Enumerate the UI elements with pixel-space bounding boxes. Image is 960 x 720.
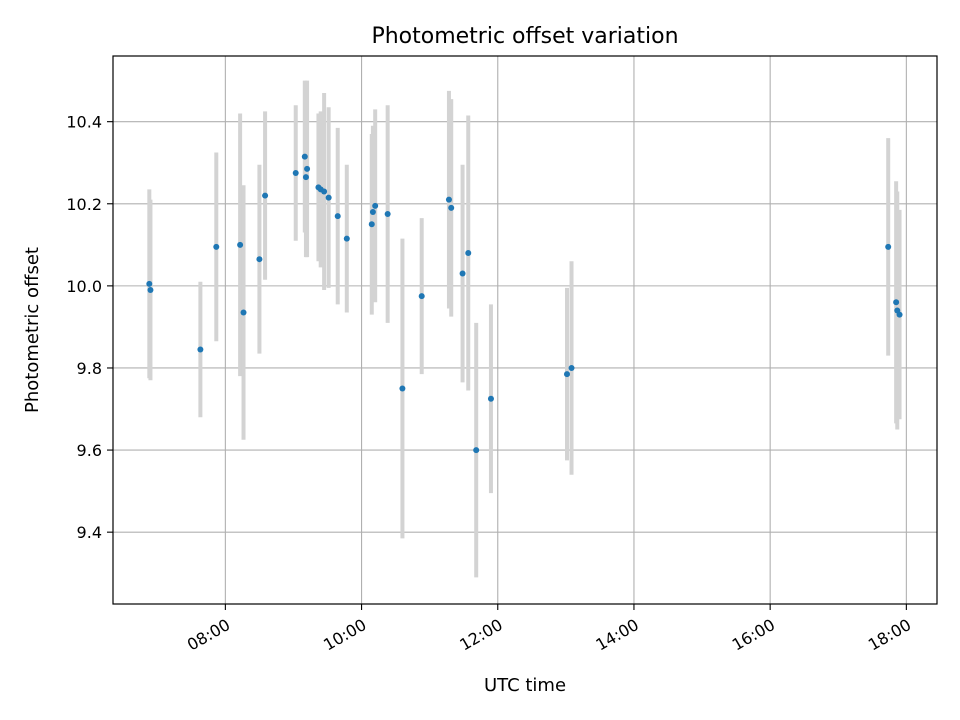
data-point — [399, 385, 406, 392]
y-tick-label: 9.8 — [77, 359, 102, 378]
axis-ticks: 08:00 10:00 12:00 14:00 16:00 18:00 9.4 9.6 9.8 1… — [66, 113, 914, 655]
grid — [113, 56, 937, 604]
data-point — [301, 153, 308, 160]
chart-title: Photometric offset variation — [371, 24, 678, 49]
data-point — [369, 208, 376, 215]
x-tick-label: 18:00 — [865, 615, 914, 655]
x-axis-label: UTC time — [484, 675, 566, 696]
data-point — [262, 192, 269, 199]
data-point — [384, 211, 391, 218]
data-point — [448, 204, 455, 211]
data-point — [256, 256, 263, 263]
x-tick-label: 14:00 — [593, 615, 642, 655]
data-point — [292, 169, 299, 176]
data-point — [343, 235, 350, 242]
data-point — [473, 447, 480, 454]
data-point — [459, 270, 466, 277]
data-point — [368, 221, 375, 228]
x-tick-label: 08:00 — [184, 615, 233, 655]
plot-frame — [112, 55, 938, 605]
data-point — [321, 188, 328, 195]
y-tick-label: 10.2 — [66, 195, 102, 214]
data-point — [885, 243, 892, 250]
data-point — [325, 194, 332, 201]
data-point — [147, 286, 154, 293]
data-point — [237, 241, 244, 248]
data-point — [197, 346, 204, 353]
data-point — [896, 311, 903, 318]
data-point — [487, 395, 494, 402]
y-tick-label: 9.6 — [77, 441, 102, 460]
data-point — [418, 293, 425, 300]
y-axis-label: Photometric offset — [22, 247, 43, 413]
y-tick-label: 9.4 — [77, 523, 102, 542]
error-bars — [147, 80, 902, 578]
x-tick-label: 10:00 — [320, 615, 369, 655]
x-tick-label: 12:00 — [456, 615, 505, 655]
data-point — [146, 280, 153, 287]
data-point — [240, 309, 247, 316]
x-tick-label: 16:00 — [729, 615, 778, 655]
data-point — [893, 299, 900, 306]
y-tick-label: 10.0 — [66, 277, 102, 296]
data-point — [304, 165, 311, 172]
data-point — [445, 196, 452, 203]
data-point — [563, 371, 570, 378]
data-points — [146, 153, 903, 454]
data-point — [372, 202, 379, 209]
data-point — [213, 243, 220, 250]
data-point — [334, 213, 341, 220]
data-point — [465, 250, 472, 257]
data-point — [302, 174, 309, 181]
y-tick-label: 10.4 — [66, 113, 102, 132]
data-point — [568, 364, 575, 371]
